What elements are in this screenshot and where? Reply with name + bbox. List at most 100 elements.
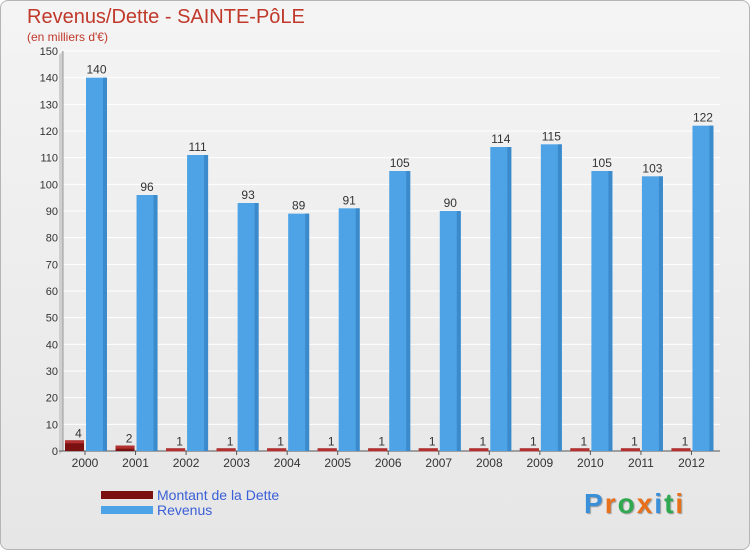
x-tick-label: 2008 — [476, 456, 503, 470]
y-tick-label: 90 — [46, 206, 58, 218]
bar-dette-top — [519, 448, 539, 452]
data-label-revenus: 93 — [241, 188, 255, 202]
bar-dette-top — [671, 448, 691, 452]
data-label-dette: 2 — [126, 432, 133, 446]
y-tick-label: 20 — [46, 393, 58, 405]
bar-revenus-shade — [204, 155, 209, 451]
bar-revenus — [591, 171, 613, 451]
bar-dette-top — [216, 448, 236, 452]
x-tick-label: 2007 — [425, 456, 452, 470]
data-label-revenus: 105 — [390, 156, 410, 170]
bar-revenus-shade — [709, 125, 714, 452]
bar-dette-top — [65, 440, 84, 444]
x-tick-label: 2004 — [274, 456, 301, 470]
bar-revenus-shade — [254, 203, 259, 451]
logo-letter: i — [675, 488, 686, 519]
x-tick-label: 2002 — [173, 456, 200, 470]
bar-revenus-shade — [355, 208, 360, 451]
y-tick-label: 60 — [46, 286, 58, 298]
x-tick-label: 2000 — [72, 456, 99, 470]
data-label-dette: 1 — [429, 434, 436, 448]
bar-revenus-shade — [507, 147, 512, 451]
data-label-dette: 1 — [479, 434, 486, 448]
data-label-dette: 1 — [378, 434, 385, 448]
x-tick-label: 2011 — [628, 456, 654, 470]
legend-label-dette: Montant de la Dette — [157, 487, 280, 503]
bar-dette-top — [418, 448, 438, 452]
bar-revenus — [237, 203, 259, 451]
logo-letter: o — [617, 488, 637, 519]
bar-revenus — [136, 195, 158, 451]
x-tick-label: 2003 — [223, 456, 250, 470]
y-tick-label: 10 — [46, 419, 58, 431]
legend-label-revenus: Revenus — [157, 502, 213, 518]
bar-revenus — [692, 125, 714, 452]
y-tick-label: 120 — [40, 126, 58, 138]
chart-subtitle: (en milliers d'€) — [27, 30, 108, 44]
bar-revenus — [439, 211, 461, 451]
data-label-revenus: 122 — [693, 111, 713, 125]
data-label-revenus: 91 — [343, 193, 357, 207]
y-tick-label: 130 — [40, 99, 58, 111]
data-label-revenus: 111 — [188, 140, 207, 154]
data-label-dette: 4 — [75, 426, 82, 440]
data-label-dette: 1 — [227, 434, 234, 448]
bar-dette-top — [115, 445, 135, 449]
logo-letter: i — [654, 488, 665, 519]
bar-revenus-shade — [406, 171, 411, 451]
data-label-dette: 1 — [530, 434, 537, 448]
data-label-revenus: 96 — [140, 180, 154, 194]
data-label-dette: 1 — [682, 434, 689, 448]
bar-revenus-shade — [103, 77, 107, 452]
bar-revenus-shade — [305, 213, 310, 451]
logo-letter: x — [636, 488, 655, 519]
data-label-dette: 1 — [277, 434, 284, 448]
x-tick-label: 2012 — [678, 456, 705, 470]
data-label-revenus: 103 — [642, 161, 662, 175]
y-axis-depth — [59, 51, 63, 455]
bar-revenus-shade — [608, 171, 613, 451]
data-label-revenus: 105 — [592, 156, 612, 170]
y-tick-label: 40 — [46, 339, 58, 351]
bar-dette — [65, 440, 84, 451]
bar-revenus — [187, 155, 209, 451]
bar-dette-top — [317, 448, 337, 452]
bar-revenus-shade — [557, 144, 562, 452]
legend-swatch-revenus — [101, 506, 153, 514]
data-label-revenus: 114 — [491, 132, 510, 146]
y-tick-label: 30 — [46, 366, 58, 378]
data-label-dette: 1 — [581, 434, 588, 448]
y-tick-label: 140 — [40, 73, 58, 85]
x-tick-label: 2006 — [375, 456, 402, 470]
data-label-dette: 1 — [328, 434, 335, 448]
bar-revenus — [540, 144, 562, 452]
bar-dette-top — [166, 448, 186, 452]
bar-revenus-shade — [456, 211, 461, 451]
y-tick-label: 50 — [46, 313, 58, 325]
legend-swatch-dette — [101, 491, 153, 499]
x-tick-label: 2001 — [122, 456, 149, 470]
data-label-revenus: 89 — [292, 199, 306, 213]
bar-revenus — [641, 176, 663, 452]
y-tick-label: 70 — [46, 259, 58, 271]
bar-dette-top — [368, 448, 388, 452]
y-tick-label: 110 — [40, 153, 58, 165]
x-tick-label: 2009 — [526, 456, 553, 470]
bar-dette-top — [570, 448, 590, 452]
bar-revenus — [288, 213, 310, 451]
y-tick-label: 0 — [52, 446, 58, 458]
y-tick-label: 100 — [40, 179, 58, 191]
data-label-dette: 1 — [176, 434, 183, 448]
bar-revenus-shade — [658, 176, 663, 452]
data-label-revenus: 90 — [444, 196, 458, 210]
proxiti-logo: Proxiti — [584, 488, 685, 520]
data-label-dette: 1 — [631, 434, 638, 448]
bar-dette-top — [469, 448, 489, 452]
logo-letter: r — [604, 488, 618, 519]
bar-revenus — [338, 208, 360, 451]
data-label-revenus: 115 — [542, 129, 561, 143]
x-tick-label: 2010 — [577, 456, 604, 470]
bar-revenus-shade — [153, 195, 158, 451]
